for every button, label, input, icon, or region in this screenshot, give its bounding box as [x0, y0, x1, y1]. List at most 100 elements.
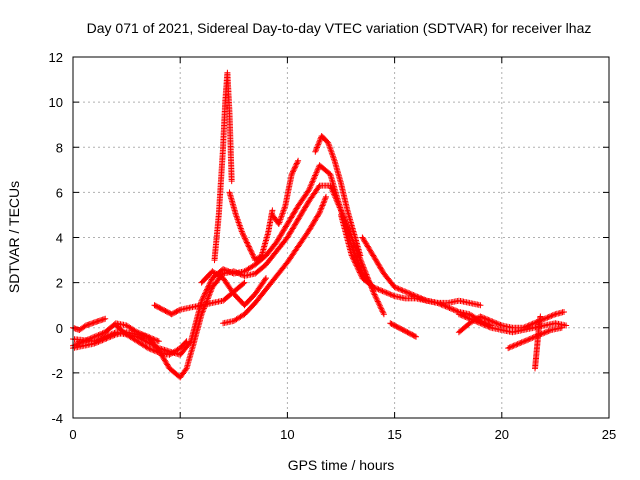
data-point: [511, 331, 514, 334]
data-point: [230, 180, 233, 182]
data-point: [426, 299, 428, 302]
data-point: [468, 322, 471, 325]
data-point: [406, 331, 409, 334]
data-point: [359, 254, 362, 257]
data-point: [125, 324, 128, 327]
y-tick-label: 6: [56, 185, 63, 200]
data-point: [211, 277, 214, 279]
data-point: [561, 327, 563, 329]
series-arc-early-c: [112, 322, 190, 358]
data-point: [254, 302, 256, 304]
data-point: [490, 327, 492, 329]
data-point: [147, 347, 149, 349]
data-point: [158, 351, 160, 354]
data-point: [458, 331, 460, 334]
data-point: [327, 141, 329, 144]
x-tick-label: 10: [280, 427, 294, 442]
data-point: [243, 270, 246, 273]
data-point: [383, 290, 385, 293]
data-point: [479, 315, 482, 318]
data-point: [271, 209, 274, 212]
data-point: [248, 245, 250, 248]
x-axis-label: GPS time / hours: [288, 457, 395, 473]
data-point: [190, 306, 192, 309]
data-point: [275, 250, 278, 252]
series-arc-mid-a: [151, 279, 248, 318]
data-point: [490, 320, 492, 322]
data-point: [179, 308, 181, 311]
data-point: [550, 329, 552, 331]
data-point: [275, 241, 278, 243]
data-point: [318, 184, 321, 187]
data-point: [415, 295, 417, 298]
data-point: [314, 151, 317, 153]
data-point: [318, 211, 321, 214]
y-axis-label: SDTVAR / TECUs: [6, 181, 22, 293]
data-point: [200, 313, 203, 316]
data-point: [93, 336, 96, 338]
data-point: [265, 288, 267, 291]
data-point: [393, 295, 396, 298]
data-point: [518, 342, 520, 345]
data-point: [82, 345, 85, 347]
series-arc-15-16h: [387, 320, 419, 340]
data-point: [222, 322, 224, 325]
data-point: [267, 232, 269, 234]
data-point: [468, 302, 471, 304]
data-point: [286, 223, 289, 225]
y-tick-label: 0: [56, 321, 63, 336]
x-tick-label: 15: [387, 427, 401, 442]
data-point: [93, 340, 96, 343]
data-point: [308, 200, 310, 203]
data-point: [528, 338, 531, 340]
data-point: [243, 304, 246, 307]
data-point: [436, 302, 439, 304]
y-tick-label: 4: [56, 231, 63, 246]
data-point: [501, 324, 503, 327]
series-ridge-7-9h: [226, 189, 276, 264]
data-point: [340, 182, 342, 185]
data-point: [297, 245, 299, 248]
data-point: [404, 297, 407, 300]
data-point: [286, 261, 289, 264]
data-point: [222, 299, 224, 302]
data-point: [265, 263, 267, 266]
data-point: [333, 160, 336, 162]
data-point: [243, 313, 246, 316]
data-point: [254, 272, 256, 275]
data-point: [415, 336, 417, 338]
data-point: [147, 336, 149, 338]
data-point: [158, 347, 160, 349]
data-point: [275, 275, 278, 277]
series-ridge-9-10h: [269, 157, 302, 227]
data-point: [185, 340, 188, 343]
data-point: [538, 322, 541, 325]
data-point: [218, 214, 220, 216]
data-point: [511, 327, 514, 329]
data-point: [222, 146, 224, 149]
data-point: [346, 209, 349, 212]
x-tick-label: 5: [177, 427, 184, 442]
data-point: [235, 214, 237, 216]
data-point: [136, 340, 139, 343]
data-point: [398, 327, 400, 329]
series-spike-21.7h: [532, 313, 544, 372]
data-point: [211, 302, 214, 304]
data-point: [200, 281, 203, 284]
data-point: [125, 333, 128, 336]
data-point: [78, 329, 81, 331]
data-point: [162, 308, 164, 311]
data-point: [539, 315, 542, 318]
data-point: [372, 286, 375, 288]
data-point: [91, 322, 94, 325]
data-point: [329, 173, 332, 176]
data-point: [318, 164, 321, 167]
data-point: [153, 304, 156, 307]
data-point: [170, 313, 173, 316]
y-tick-label: 8: [56, 140, 63, 155]
y-tick-label: -4: [51, 411, 63, 426]
series-arc-late-a: [455, 311, 570, 336]
grid: [73, 57, 609, 418]
data-point: [554, 322, 557, 325]
data-point: [361, 277, 364, 279]
